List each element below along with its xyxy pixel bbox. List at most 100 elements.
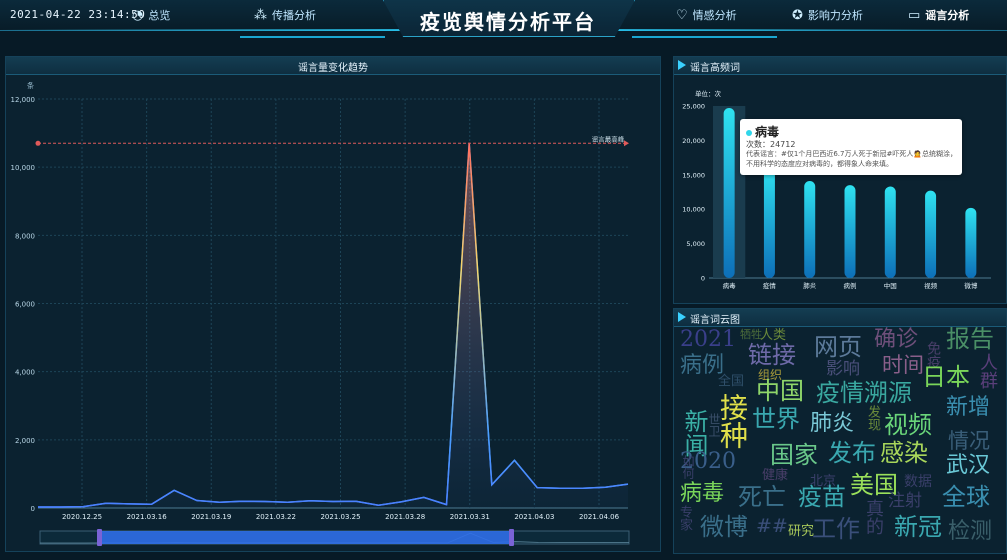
series-area — [38, 143, 628, 509]
x-tick-label: 2021.04.03 — [514, 513, 554, 521]
word-cloud-word: 真的 — [863, 499, 884, 535]
word-cloud-word: 美国 — [850, 471, 898, 499]
bar-x-label: 病例 — [844, 281, 857, 290]
bar — [804, 180, 816, 278]
tooltip-representative: 代表谣言：#仅1个月巴西近6.7万人死于新冠#吓死人🙍总统糊涂，不用科学的态度应… — [746, 150, 958, 168]
y-tick-label: 4,000 — [15, 369, 35, 377]
word-cloud-word: 新闻 — [680, 409, 708, 457]
y-tick-label: 8,000 — [15, 232, 35, 240]
series-line-base — [38, 143, 629, 508]
x-tick-label: 2020.12.25 — [62, 513, 102, 521]
word-cloud-word: 北京 — [810, 474, 837, 489]
x-tick-label: 2021.03.22 — [256, 513, 296, 521]
word-cloud: 2021 牺牲 人类 确诊 报告 病例 链接 网页 影响 时间 免疫 人群 组织 全国 中国 疫情溯源 日本 新闻… — [678, 327, 1000, 549]
word-cloud-word: 数据 — [904, 474, 932, 490]
word-cloud-word: 2020 — [680, 449, 736, 474]
word-cloud-word: 2021 — [680, 327, 736, 352]
nav-rumor-label: 谣言分析 — [925, 9, 970, 22]
word-cloud-word: 注射 — [888, 491, 922, 511]
word-cloud-word: 网页 — [814, 333, 862, 361]
word-cloud-word: 确诊 — [874, 327, 919, 352]
bar-x-label: 疫情 — [763, 281, 777, 290]
y-axis-unit: 条 — [27, 81, 34, 90]
bar-y-tick-label: 20,000 — [682, 137, 705, 145]
word-cloud-word: 发布 — [828, 439, 876, 467]
word-cloud-word: 研究 — [788, 524, 815, 539]
word-cloud-word: 专家 — [678, 505, 692, 531]
y-tick-label: 12,000 — [11, 96, 36, 104]
bar — [844, 185, 856, 278]
nav-overview[interactable]: ◔ 总览 — [132, 7, 170, 23]
tooltip-dot-icon — [746, 129, 752, 136]
word-cloud-word: 微博 — [700, 513, 748, 541]
word-cloud-word: 中国 — [756, 377, 804, 405]
nav-sentiment-label: 情感分析 — [692, 9, 737, 22]
keywords-panel-title: 谣言高频词 — [690, 63, 740, 74]
nav-rumor[interactable]: ▭ 谣言分析 — [908, 7, 969, 23]
word-cloud-word: 链接 — [748, 341, 796, 369]
nav-influence[interactable]: ✪ 影响力分析 — [792, 7, 863, 23]
max-mark-label: 谣言最高峰 — [592, 134, 625, 143]
triangle-icon — [678, 60, 686, 70]
word-cloud-word: 感染 — [880, 439, 928, 467]
zoom-slider-handle-left[interactable] — [97, 529, 102, 546]
wordcloud-panel-title: 谣言词云图 — [690, 315, 740, 326]
trend-chart: 条 0 2,000 4,000 6,000 8,000 10,000 12,000 2020.1… — [11, 81, 630, 546]
bar-y-tick-label: 10,000 — [682, 206, 705, 214]
title-deco-left — [240, 36, 385, 38]
x-tick-label: 2021.03.31 — [450, 513, 490, 521]
word-cloud-word: 工作 — [812, 515, 860, 543]
word-cloud-word: 如何 — [681, 455, 695, 479]
bar — [763, 165, 775, 278]
y-tick-label: 0 — [31, 505, 35, 513]
max-mark-arrow-icon — [624, 140, 629, 147]
title-deco-right — [632, 36, 777, 38]
x-tick-label: 2021.03.28 — [385, 513, 425, 521]
word-cloud-word: 免疫 — [925, 341, 941, 369]
datetime: 2021-04-22 23:14:50 — [10, 8, 146, 21]
word-cloud-word: 健康 — [762, 468, 789, 483]
chat-icon: ▭ — [908, 7, 921, 23]
zoom-slider-selection[interactable] — [101, 531, 511, 544]
word-cloud-word: 报告 — [946, 327, 994, 353]
word-cloud-word: ## — [756, 515, 788, 537]
word-cloud-word: 新冠 — [894, 513, 942, 541]
word-cloud-word: 国家 — [770, 441, 818, 469]
nav-propagation[interactable]: ⁂ 传播分析 — [254, 7, 316, 23]
x-tick-label: 2021.04.06 — [579, 513, 620, 521]
nav-influence-label: 影响力分析 — [807, 9, 863, 22]
series-line — [38, 142, 629, 508]
bar — [884, 186, 896, 278]
tooltip-name: 病毒 — [755, 125, 780, 139]
trend-panel-title: 谣言量变化趋势 — [298, 63, 368, 74]
zoom-slider-handle-right[interactable] — [509, 529, 514, 546]
bar-y-tick-label: 5,000 — [686, 240, 705, 248]
bar-x-label: 肺炎 — [803, 282, 817, 290]
word-cloud-word: 发现 — [865, 405, 880, 431]
nav-propagation-label: 传播分析 — [272, 9, 316, 22]
word-cloud-word: 全国 — [718, 374, 745, 389]
word-cloud-word: 新增 — [946, 395, 991, 420]
word-cloud-word: 日本 — [922, 363, 970, 391]
triangle-icon — [678, 312, 686, 322]
page-title: 疫览舆情分析平台 — [420, 10, 596, 34]
word-cloud-word: 视频 — [884, 411, 932, 439]
word-cloud-word: 人类 — [760, 328, 787, 343]
unit-label: 单位：次 — [695, 89, 722, 98]
trend-panel-header: 谣言量变化趋势 — [6, 57, 660, 75]
gauge-icon: ◔ — [132, 7, 144, 23]
x-tick-label: 2021.03.19 — [191, 513, 231, 521]
y-tick-label: 10,000 — [11, 164, 36, 172]
word-cloud-word: 死亡 — [738, 483, 786, 511]
tooltip-title: 病毒 — [746, 123, 779, 140]
word-cloud-word: 世界 — [752, 405, 800, 433]
word-cloud-word: 病毒 — [680, 481, 725, 506]
bar-x-label: 视频 — [924, 281, 938, 290]
nav-sentiment[interactable]: ♡ 情感分析 — [676, 7, 737, 23]
keyword-tooltip: 病毒 次数：24712 代表谣言：#仅1个月巴西近6.7万人死于新冠#吓死人🙍总… — [740, 119, 962, 175]
word-cloud-word: 世卫 — [707, 413, 721, 437]
y-tick-label: 6,000 — [15, 301, 35, 309]
bar-y-tick-label: 25,000 — [682, 103, 705, 111]
word-cloud-word: 情况 — [948, 429, 990, 453]
